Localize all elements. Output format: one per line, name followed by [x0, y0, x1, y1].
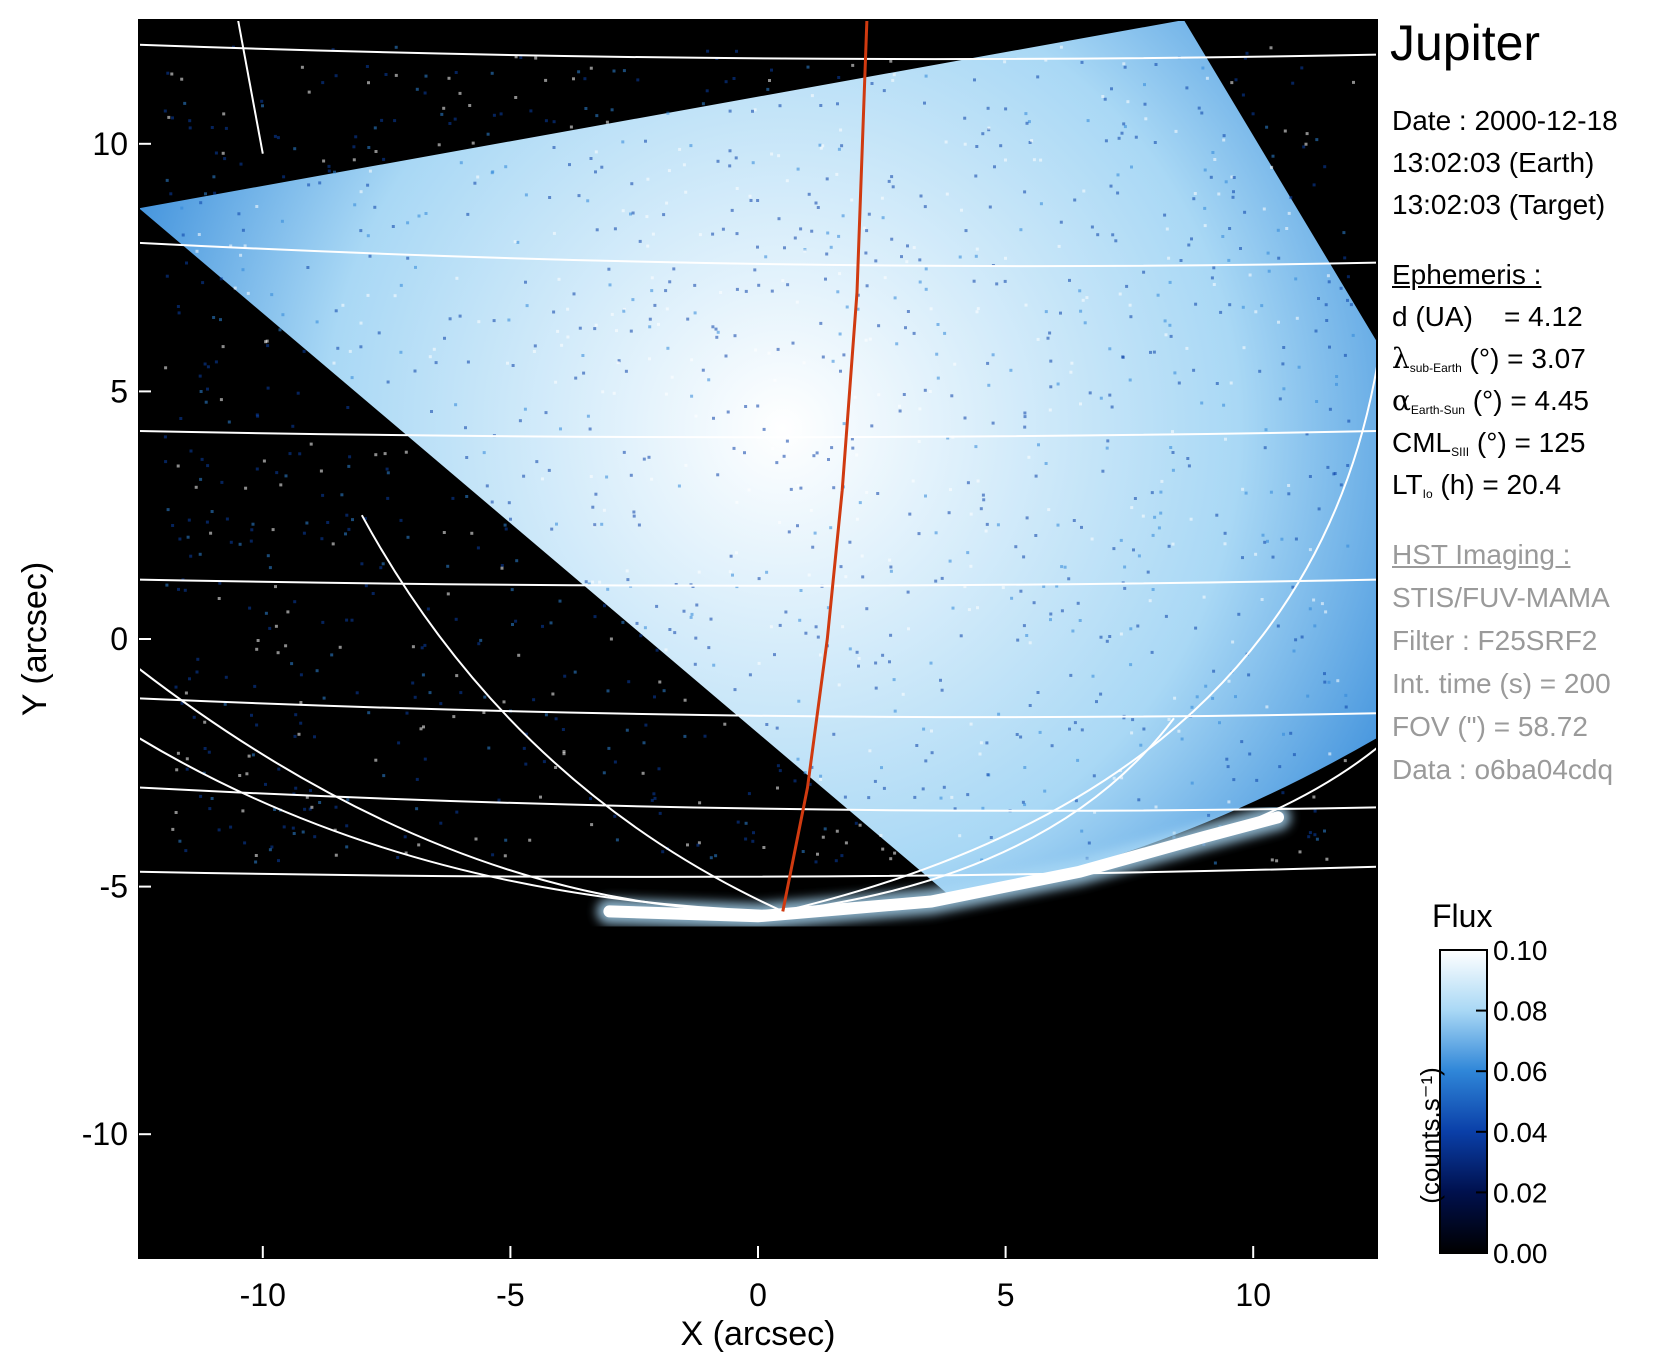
latitude-line-5	[139, 697, 1377, 719]
meridian-line-6	[360, 514, 784, 913]
lt-value: (h) = 20.4	[1432, 469, 1562, 500]
fov-line: FOV (") = 58.72	[1392, 711, 1588, 742]
colorbar-tick-label: 0.04	[1493, 1117, 1548, 1148]
latitude-line-7	[139, 865, 1377, 878]
meridian-line-3	[782, 747, 1377, 913]
meridian-line-7	[782, 717, 1175, 913]
lambda-subscript: sub-Earth	[1409, 361, 1462, 375]
planetographic-grid	[139, 20, 1377, 913]
time-earth: 13:02:03 (Earth)	[1392, 147, 1595, 178]
colorbar-tick-label: 0.00	[1493, 1238, 1548, 1269]
alpha-value: (°) = 4.45	[1464, 385, 1589, 416]
lt-subscript: Io	[1422, 487, 1433, 501]
y-tick-label: -10	[82, 1116, 128, 1152]
y-tick-label: 0	[110, 621, 128, 657]
y-tick-label: 10	[92, 126, 128, 162]
colorbar-title: Flux	[1432, 898, 1493, 934]
colorbar-tick-label: 0.02	[1493, 1177, 1548, 1208]
filter-line: Filter : F25SRF2	[1392, 625, 1598, 656]
local-time-line: LTIo (h) = 20.4	[1392, 464, 1561, 515]
chart-title: Jupiter	[1390, 15, 1541, 71]
distance-line: d (UA) = 4.12	[1392, 296, 1583, 338]
sub-earth-latitude-line: λsub-Earth (°) = 3.07	[1392, 338, 1586, 389]
meridian-line-5	[237, 20, 264, 154]
time-target: 13:02:03 (Target)	[1392, 189, 1606, 220]
distance-value: = 4.12	[1504, 301, 1583, 332]
dataset-line: Data : o6ba04cdq	[1392, 754, 1614, 785]
x-tick-label: 5	[997, 1277, 1015, 1313]
x-axis-label: X (arcsec)	[681, 1315, 836, 1353]
y-tick-label: -5	[100, 869, 128, 905]
meridian-line-2	[139, 737, 783, 913]
colorbar-unit-label: (counts.s⁻¹)	[1414, 1067, 1445, 1204]
ephemeris-header: Ephemeris :	[1392, 259, 1542, 290]
x-tick-label: -5	[496, 1277, 524, 1313]
lt-label: LT	[1392, 469, 1423, 500]
colorbar	[1439, 949, 1488, 1254]
x-tick-label: 0	[749, 1277, 767, 1313]
lambda-symbol: λ	[1392, 342, 1410, 375]
x-tick-label: 10	[1235, 1277, 1271, 1313]
sky-region	[139, 713, 1377, 1258]
phase-angle-line: αEarth-Sun (°) = 4.45	[1392, 380, 1589, 431]
latitude-line-1	[139, 43, 1377, 61]
alpha-subscript: Earth-Sun	[1410, 403, 1465, 417]
hst-header: HST Imaging :	[1392, 539, 1571, 570]
int-time-line: Int. time (s) = 200	[1392, 668, 1611, 699]
y-axis-label: Y (arcsec)	[16, 562, 54, 716]
red-meridian-line	[781, 20, 869, 912]
latitude-line-4	[139, 578, 1377, 587]
colorbar-tick-label: 0.10	[1493, 935, 1548, 966]
x-tick-label: -10	[240, 1277, 286, 1313]
distance-label: d (UA)	[1392, 301, 1473, 332]
colorbar-tick-label: 0.06	[1493, 1056, 1548, 1087]
colorbar-tick-label: 0.08	[1493, 996, 1548, 1027]
cml-line: CMLSIII (°) = 125	[1392, 422, 1585, 473]
latitude-line-2	[139, 241, 1377, 268]
lambda-value: (°) = 3.07	[1461, 343, 1586, 374]
meridian-line-4	[782, 366, 1377, 913]
instrument-line: STIS/FUV-MAMA	[1392, 582, 1610, 613]
latitude-line-3	[139, 430, 1377, 439]
date-line: Date : 2000-12-18	[1392, 105, 1618, 136]
y-tick-label: 5	[110, 373, 128, 409]
meridian-line-1	[139, 667, 783, 913]
cml-value: (°) = 125	[1469, 427, 1586, 458]
latitude-line-6	[139, 786, 1377, 812]
alpha-symbol: α	[1392, 384, 1411, 417]
cml-label: CML	[1392, 427, 1452, 458]
cml-subscript: SIII	[1451, 445, 1470, 459]
noise-texture	[163, 45, 1355, 865]
